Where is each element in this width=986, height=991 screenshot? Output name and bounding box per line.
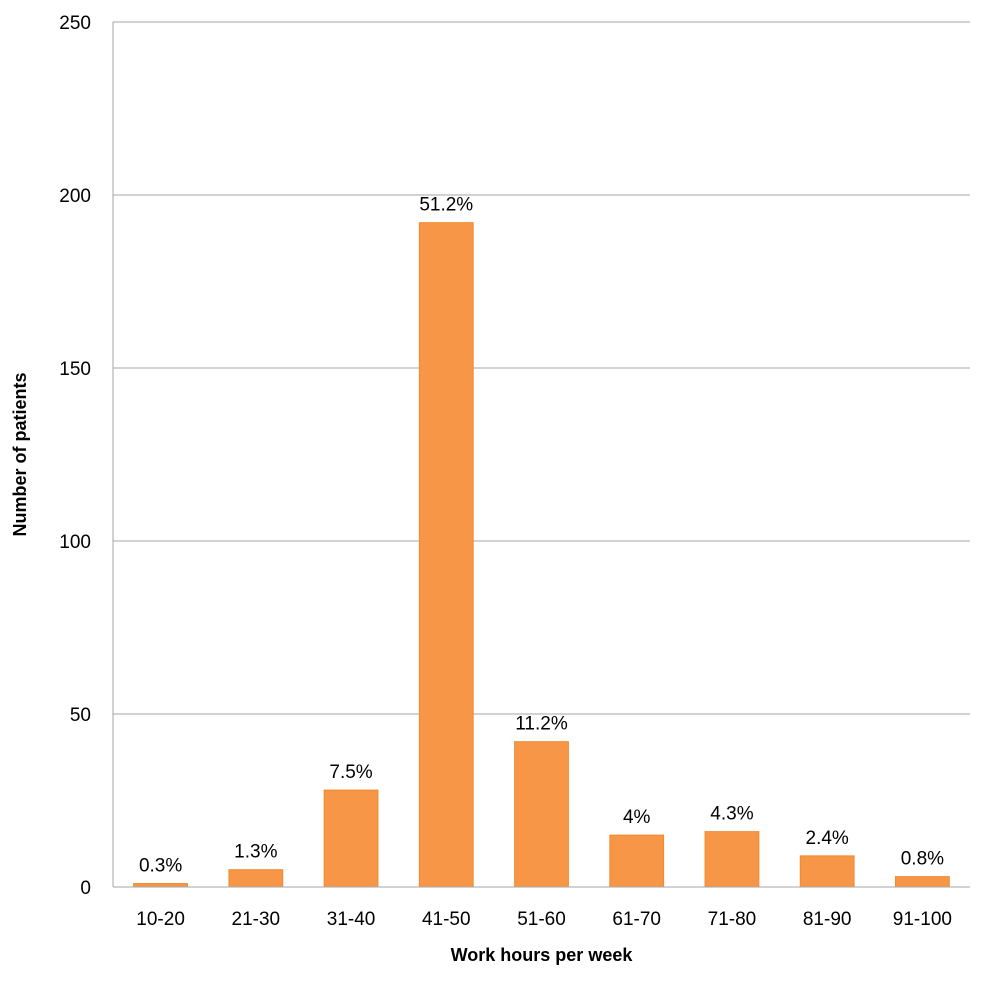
x-tick-label: 21-30	[232, 909, 281, 930]
x-axis-title: Work hours per week	[451, 945, 634, 965]
bar-81-90	[799, 855, 855, 888]
bar-61-70	[609, 834, 665, 888]
gridlines	[113, 21, 970, 715]
data-label: 11.2%	[515, 714, 568, 735]
bar-31-40	[323, 789, 379, 888]
x-tick-label: 71-80	[708, 909, 757, 930]
bar-91-100	[894, 876, 950, 888]
bar-71-80	[704, 831, 760, 888]
data-label: 0.8%	[901, 849, 944, 870]
bar-21-30	[228, 869, 284, 888]
data-label: 51.2%	[419, 195, 473, 216]
x-axis-ticks: 10-20 21-30 31-40 41-50 51-60 61-70 71-80 81-90…	[136, 909, 952, 930]
y-tick-label: 150	[59, 359, 91, 380]
data-label: 4%	[623, 807, 651, 828]
y-tick-label: 0	[80, 878, 91, 899]
bars	[133, 222, 950, 888]
bar-51-60	[514, 741, 569, 888]
bar-41-50	[418, 222, 474, 888]
y-axis-ticks: 0 50 100 150 200 250	[59, 13, 91, 899]
y-axis-title: Number of patients	[10, 372, 30, 536]
x-tick-label: 61-70	[612, 909, 661, 930]
data-labels: 0.3% 1.3% 7.5% 51.2% 11.2% 4% 4.3% 2.4% 0.8%	[139, 195, 944, 877]
y-tick-label: 200	[59, 186, 91, 207]
bar-10-20	[133, 883, 189, 888]
y-tick-label: 250	[59, 13, 91, 34]
data-label: 2.4%	[806, 828, 849, 849]
data-label: 7.5%	[329, 762, 372, 783]
data-label: 4.3%	[710, 804, 753, 825]
x-tick-label: 41-50	[422, 909, 471, 930]
data-label: 0.3%	[139, 856, 182, 877]
y-tick-label: 50	[70, 705, 91, 726]
y-tick-label: 100	[59, 532, 91, 553]
x-tick-label: 31-40	[327, 909, 376, 930]
x-tick-label: 81-90	[803, 909, 852, 930]
x-tick-label: 91-100	[893, 909, 952, 930]
x-tick-label: 51-60	[517, 909, 566, 930]
x-tick-label: 10-20	[136, 909, 185, 930]
data-label: 1.3%	[234, 842, 277, 863]
